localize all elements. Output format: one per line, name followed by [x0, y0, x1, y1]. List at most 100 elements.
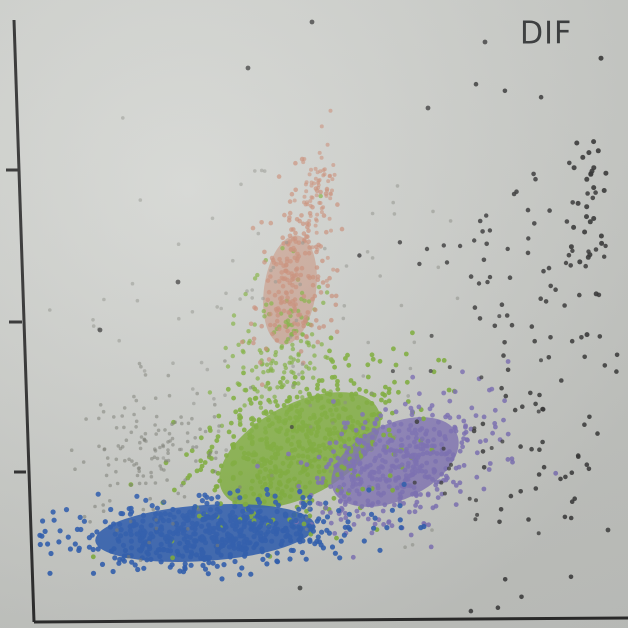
neutrophil-dot [481, 414, 487, 420]
scatter-dot [207, 453, 211, 458]
lymphocyte-dot [171, 514, 177, 520]
monocyte-dot [266, 473, 272, 479]
eosinophil-dot [339, 226, 345, 232]
scatter-dot [91, 318, 95, 322]
neutrophil-dot [346, 464, 352, 469]
neutrophil-dot [412, 491, 418, 496]
scatter-dot [141, 507, 146, 512]
lymphocyte-dot [154, 505, 160, 511]
lymphocyte-dot [202, 540, 209, 546]
monocyte-dot [241, 370, 246, 376]
neutrophil-dot [416, 404, 422, 410]
neutrophil-dot [502, 398, 507, 404]
eosinophil-dot [328, 108, 333, 113]
debris-dot [546, 355, 552, 360]
debris-dot [502, 577, 508, 582]
lymphocyte-dot [287, 534, 293, 540]
debris-dot [441, 243, 446, 248]
neutrophil-dot [393, 476, 399, 481]
neutrophil-dot [413, 435, 419, 441]
neutrophil-dot [415, 455, 421, 460]
scatter-dot [238, 297, 242, 301]
monocyte-dot [307, 480, 313, 485]
neutrophil-dot [394, 485, 400, 491]
monocyte-dot [249, 439, 255, 445]
debris-dot [582, 422, 587, 428]
scatter-dot [138, 440, 142, 445]
neutrophil-dot [443, 473, 449, 479]
lymphocyte-dot [214, 539, 220, 545]
lymphocyte-dot [189, 525, 195, 531]
eosinophil-dot [302, 200, 306, 205]
monocyte-dot [304, 399, 310, 404]
monocyte-dot [273, 360, 279, 366]
y-axis [6, 19, 36, 623]
eosinophil-dot [279, 270, 285, 275]
lymphocyte-dot [215, 494, 221, 500]
neutrophil-dot [342, 443, 348, 449]
neutrophil-dot [398, 494, 404, 500]
monocyte-dot [312, 353, 317, 358]
eosinophil-dot [321, 213, 327, 218]
lymphocyte-dot [228, 518, 234, 524]
debris-dot [591, 139, 597, 145]
scatter-dot [155, 456, 160, 461]
scatter-dot [196, 507, 201, 512]
neutrophil-dot [338, 471, 344, 477]
debris-dot [546, 265, 552, 271]
monocyte-dot [305, 448, 310, 454]
monocyte-dot [322, 456, 328, 462]
debris-dot [548, 283, 553, 289]
monocyte-dot [238, 470, 243, 476]
lymphocyte-dot [177, 568, 183, 574]
lymphocyte-dot [177, 540, 183, 547]
monocyte-dot [299, 407, 305, 413]
debris-dot [601, 188, 607, 193]
eosinophil-dot [328, 196, 333, 201]
neutrophil-dot [387, 477, 392, 483]
monocyte-dot [246, 451, 251, 457]
debris-dot [586, 249, 591, 254]
eosinophil-dot [274, 338, 280, 343]
lymphocyte-dot [227, 552, 233, 558]
lymphocyte-dot [319, 529, 325, 535]
monocyte-dot [269, 455, 275, 461]
debris-dot [593, 190, 598, 195]
neutrophil-dot [343, 459, 348, 465]
eosinophil-dot [308, 199, 313, 203]
neutrophil-dot [486, 467, 492, 472]
debris-dot [467, 496, 472, 501]
lymphocyte-dot [95, 546, 101, 552]
lymphocyte-dot [112, 555, 118, 561]
lymphocyte-dot [377, 547, 383, 553]
scatter-dot [115, 528, 119, 532]
monocyte-dot [214, 438, 220, 443]
debris-dot [525, 250, 531, 256]
neutrophil-dot [358, 469, 364, 475]
lymphocyte-dot [90, 570, 97, 576]
lymphocyte-dot [190, 510, 196, 517]
debris-dot [357, 253, 362, 258]
monocyte-dot [246, 329, 251, 334]
neutrophil-dot [298, 460, 304, 465]
lymphocyte-dot [112, 531, 118, 537]
scatter-dot [149, 474, 154, 479]
scatter-dot [167, 431, 172, 436]
monocyte-dot [379, 397, 384, 403]
monocyte-dot [315, 382, 320, 388]
eosinophil-dot [291, 227, 296, 232]
scatter-dot [198, 427, 202, 432]
eosinophil-dot [259, 382, 265, 388]
debris-dot [457, 243, 463, 249]
monocyte-dot [287, 397, 293, 403]
scatter-dot [164, 459, 168, 463]
eosinophil-dot [266, 357, 272, 362]
neutrophil-dot [342, 502, 348, 507]
debris-dot [568, 574, 574, 580]
neutrophil-dot [361, 511, 366, 517]
eosinophil-dot [274, 318, 280, 324]
lymphocyte-dot [130, 523, 136, 529]
lymphocyte-dot [145, 551, 151, 557]
debris-dot [473, 81, 479, 87]
